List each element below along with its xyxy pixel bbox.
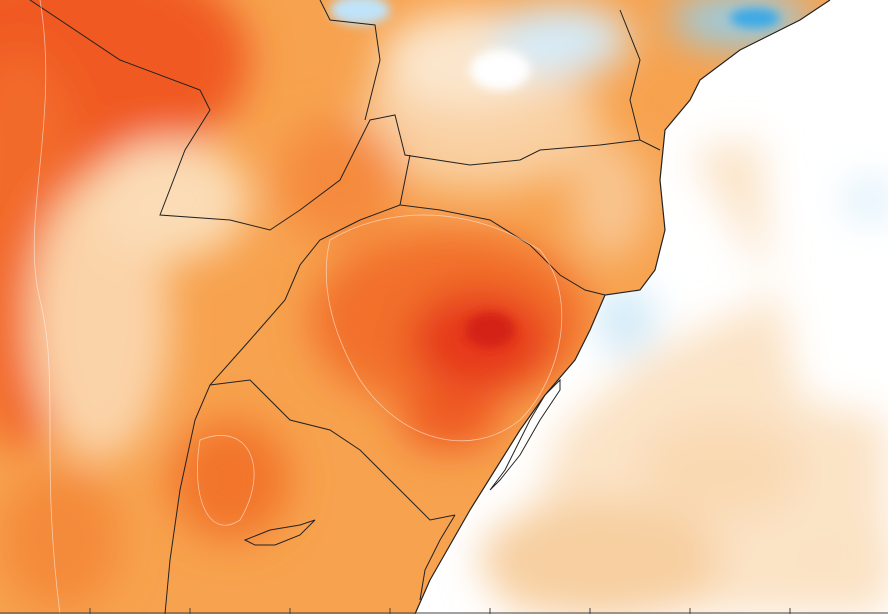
coastline <box>414 0 831 614</box>
estuary <box>419 514 456 601</box>
ocean-anomaly <box>480 140 888 614</box>
frame-ticks <box>0 608 888 614</box>
contours <box>33 0 563 614</box>
lagoon <box>489 378 561 491</box>
borders <box>29 0 661 614</box>
